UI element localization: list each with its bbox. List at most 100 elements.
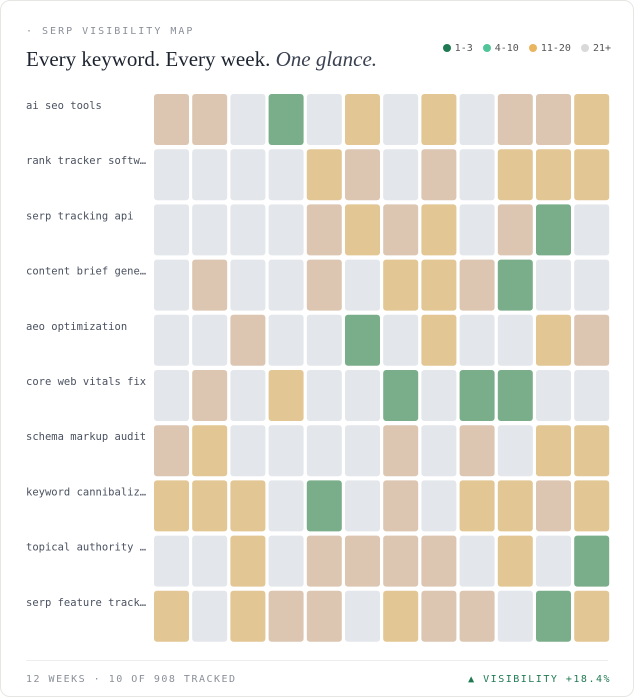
legend: 1-3 4-10 11-20 21+ bbox=[442, 43, 611, 54]
cell bbox=[230, 204, 266, 256]
title: Every keyword. Every week. One glance. bbox=[26, 47, 377, 72]
cell bbox=[574, 370, 610, 421]
cell bbox=[268, 314, 304, 366]
cell bbox=[345, 314, 380, 366]
legend-item: 4-10 bbox=[482, 43, 519, 54]
cell bbox=[154, 259, 189, 311]
cell bbox=[345, 259, 380, 311]
cell bbox=[268, 149, 304, 201]
cell bbox=[459, 535, 495, 587]
cell bbox=[459, 314, 495, 366]
cell bbox=[574, 425, 610, 477]
cell bbox=[154, 370, 189, 421]
divider bbox=[26, 660, 608, 661]
cell bbox=[536, 370, 571, 421]
cell bbox=[230, 259, 266, 311]
cell bbox=[574, 535, 610, 587]
cell bbox=[230, 480, 266, 532]
cell bbox=[268, 535, 304, 587]
cell bbox=[459, 425, 495, 477]
cell bbox=[306, 149, 342, 201]
cell bbox=[459, 204, 495, 256]
cell bbox=[306, 314, 342, 366]
legend-dot bbox=[442, 44, 451, 52]
row-label: schema markup audit bbox=[26, 431, 146, 443]
cell bbox=[459, 370, 495, 421]
cell bbox=[421, 590, 457, 642]
cell bbox=[536, 94, 571, 145]
cell bbox=[154, 590, 189, 642]
cell bbox=[574, 259, 610, 311]
cell bbox=[306, 480, 342, 532]
cell bbox=[574, 590, 610, 642]
cell bbox=[536, 204, 571, 256]
cell bbox=[268, 425, 304, 477]
cell bbox=[497, 149, 533, 201]
cell bbox=[536, 480, 571, 532]
cell bbox=[421, 259, 457, 311]
footer-left: 12 WEEKS · 10 OF 908 TRACKED bbox=[26, 674, 237, 685]
cell bbox=[154, 94, 189, 145]
cell bbox=[497, 370, 533, 421]
legend-dot bbox=[482, 44, 491, 52]
cell bbox=[421, 149, 457, 201]
row-label: topical authority … bbox=[26, 542, 146, 554]
footer-right: ▲ VISIBILITY +18.4% bbox=[468, 674, 611, 685]
cell bbox=[345, 425, 380, 477]
cell bbox=[383, 370, 419, 421]
cell bbox=[421, 535, 457, 587]
cell bbox=[192, 259, 228, 311]
title-main: Every keyword. Every week. bbox=[26, 47, 271, 71]
cell bbox=[154, 149, 189, 201]
cell bbox=[154, 314, 189, 366]
cell bbox=[154, 425, 189, 477]
cell bbox=[192, 425, 228, 477]
cell bbox=[230, 590, 266, 642]
cell bbox=[383, 149, 419, 201]
title-emphasis: One glance. bbox=[275, 47, 378, 71]
cell bbox=[192, 94, 228, 145]
row-label: rank tracker softw… bbox=[26, 155, 146, 167]
cell bbox=[306, 425, 342, 477]
cell bbox=[192, 149, 228, 201]
cell bbox=[230, 314, 266, 366]
cell bbox=[497, 535, 533, 587]
cell bbox=[306, 259, 342, 311]
cell bbox=[536, 259, 571, 311]
legend-label: 4-10 bbox=[494, 43, 519, 54]
cell bbox=[268, 204, 304, 256]
cell bbox=[306, 204, 342, 256]
cell bbox=[192, 590, 228, 642]
cell bbox=[383, 590, 419, 642]
cell bbox=[345, 149, 380, 201]
eyebrow: · SERP VISIBILITY MAP bbox=[26, 26, 195, 37]
cell bbox=[383, 94, 419, 145]
cell bbox=[459, 94, 495, 145]
legend-item: 21+ bbox=[580, 43, 611, 54]
cell bbox=[574, 94, 610, 145]
cell bbox=[230, 370, 266, 421]
cell bbox=[345, 370, 380, 421]
cell bbox=[459, 590, 495, 642]
cell bbox=[497, 259, 533, 311]
cell bbox=[383, 314, 419, 366]
cell bbox=[536, 149, 571, 201]
cell bbox=[574, 149, 610, 201]
cell bbox=[536, 535, 571, 587]
cell bbox=[192, 480, 228, 532]
cell bbox=[192, 314, 228, 366]
legend-dot bbox=[580, 44, 589, 52]
legend-item: 11-20 bbox=[528, 43, 571, 54]
cell bbox=[154, 204, 189, 256]
cell bbox=[497, 94, 533, 145]
cell bbox=[268, 259, 304, 311]
legend-item: 1-3 bbox=[442, 43, 473, 54]
row-label: keyword cannibaliz… bbox=[26, 486, 146, 498]
cell bbox=[574, 314, 610, 366]
cell bbox=[497, 425, 533, 477]
row-label: aeo optimization bbox=[26, 321, 127, 333]
cell bbox=[306, 370, 342, 421]
cell bbox=[345, 204, 380, 256]
